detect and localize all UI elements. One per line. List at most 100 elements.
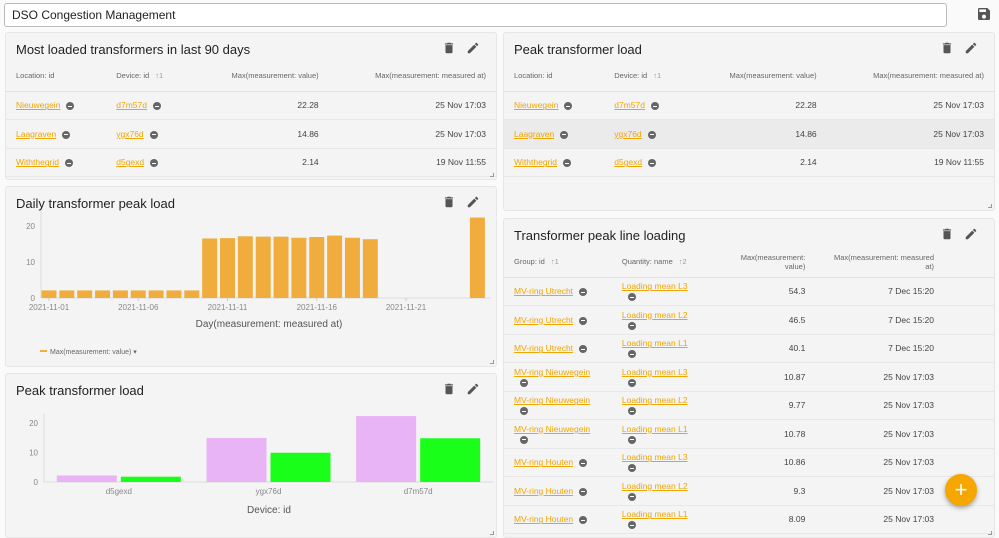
- resize-handle[interactable]: [988, 531, 992, 535]
- cell-link[interactable]: MV-ring Houten: [514, 485, 574, 496]
- cell-link[interactable]: MV-ring Utrecht: [514, 343, 574, 354]
- filter-icon[interactable]: [627, 293, 636, 301]
- bar: [166, 290, 182, 298]
- cell-link[interactable]: Withthegrid: [514, 157, 557, 168]
- cell-link[interactable]: d5gexd: [116, 157, 145, 168]
- delete-icon[interactable]: [442, 41, 456, 55]
- filter-icon[interactable]: [150, 159, 159, 167]
- column-header[interactable]: Max(measurement: value): [689, 61, 827, 92]
- cell-link[interactable]: Loading mean L2: [621, 309, 688, 320]
- delete-icon[interactable]: [940, 41, 954, 55]
- cell-link[interactable]: MV-ring Utrecht: [514, 286, 574, 297]
- cell-link[interactable]: MV-ring Houten: [514, 457, 574, 468]
- cell-link[interactable]: Loading mean L3: [621, 281, 688, 292]
- cell-link[interactable]: d7m57d: [614, 100, 645, 111]
- add-widget-button[interactable]: +: [945, 474, 977, 506]
- cell: 25 Nov 17:03: [815, 391, 994, 420]
- filter-icon[interactable]: [62, 130, 71, 139]
- filter-icon[interactable]: [627, 464, 636, 472]
- filter-icon[interactable]: [579, 516, 588, 524]
- cell-link[interactable]: Loading mean L1: [621, 509, 688, 520]
- resize-handle[interactable]: [988, 204, 992, 208]
- cell: MV-ring Utrecht: [504, 305, 612, 335]
- filter-icon[interactable]: [520, 378, 528, 387]
- column-header[interactable]: Max(measurement: value): [709, 247, 816, 278]
- cell-link[interactable]: d7m57d: [116, 100, 147, 111]
- edit-icon[interactable]: [466, 382, 480, 396]
- filter-icon[interactable]: [627, 407, 636, 415]
- cell-link[interactable]: Loading mean L2: [621, 480, 688, 491]
- edit-icon[interactable]: [466, 41, 480, 55]
- column-header[interactable]: Location: id: [6, 61, 107, 92]
- cell-link[interactable]: Laagraven: [514, 128, 555, 139]
- edit-icon[interactable]: [466, 195, 480, 209]
- filter-icon[interactable]: [564, 102, 573, 110]
- column-header[interactable]: Max(measurement: measured at): [826, 61, 994, 92]
- filter-icon[interactable]: [579, 345, 588, 353]
- column-header[interactable]: Device: id ↑1: [604, 61, 690, 92]
- cell-link[interactable]: Nieuwegein: [16, 100, 61, 111]
- column-header[interactable]: Max(measurement: value): [191, 61, 329, 92]
- filter-icon[interactable]: [579, 459, 588, 467]
- filter-icon[interactable]: [648, 159, 657, 167]
- delete-icon[interactable]: [442, 382, 456, 396]
- column-header[interactable]: Group: id ↑1: [504, 247, 612, 278]
- cell-link[interactable]: Laagraven: [16, 128, 57, 139]
- filter-icon[interactable]: [650, 102, 659, 110]
- filter-icon[interactable]: [66, 102, 75, 110]
- cell-link[interactable]: MV-ring Utrecht: [514, 314, 574, 325]
- column-header[interactable]: Quantity: name ↑2: [611, 247, 710, 278]
- column-header[interactable]: Max(measurement: measured at): [328, 61, 496, 92]
- cell-link[interactable]: Loading mean L3: [621, 366, 688, 377]
- filter-icon[interactable]: [627, 492, 636, 501]
- cell-link[interactable]: Loading mean L3: [621, 452, 688, 463]
- filter-icon[interactable]: [563, 159, 571, 167]
- delete-icon[interactable]: [442, 195, 456, 209]
- peak-load-chart: 0 10 20 d5gexd ygx76d d7m57d Device: id: [29, 414, 493, 516]
- save-icon[interactable]: [976, 6, 992, 22]
- cell-link[interactable]: d5gexd: [614, 157, 643, 168]
- resize-handle[interactable]: [490, 360, 494, 364]
- filter-icon[interactable]: [627, 378, 636, 387]
- filter-icon[interactable]: [520, 407, 528, 415]
- cell-link[interactable]: MV-ring Nieuwegein: [514, 395, 591, 406]
- column-header[interactable]: Device: id ↑1: [106, 61, 192, 92]
- cell-link[interactable]: Loading mean L1: [621, 423, 688, 434]
- dashboard-title-input[interactable]: DSO Congestion Management: [4, 3, 947, 27]
- filter-icon[interactable]: [560, 130, 569, 139]
- filter-icon[interactable]: [627, 350, 636, 358]
- filter-icon[interactable]: [579, 288, 588, 296]
- cell-link[interactable]: ygx76d: [614, 128, 642, 139]
- filter-icon[interactable]: [579, 316, 588, 325]
- filter-icon[interactable]: [647, 130, 656, 139]
- column-header[interactable]: Location: id: [504, 61, 605, 92]
- filter-icon[interactable]: [520, 435, 528, 444]
- cell-link[interactable]: Nieuwegein: [514, 100, 559, 111]
- cell-link[interactable]: Withthegrid: [16, 157, 59, 168]
- filter-icon[interactable]: [152, 102, 161, 110]
- cell-link[interactable]: Loading mean L2: [621, 395, 688, 406]
- cell-link[interactable]: ygx76d: [116, 128, 144, 139]
- y-tick-label: 10: [26, 258, 35, 267]
- cell: d7m57d: [106, 91, 192, 120]
- y-tick-label: 0: [31, 294, 36, 303]
- filter-icon[interactable]: [65, 159, 73, 167]
- cell-link[interactable]: MV-ring Nieuwegein: [514, 366, 591, 377]
- resize-handle[interactable]: [490, 531, 494, 535]
- filter-icon[interactable]: [627, 521, 636, 529]
- cell: Loading mean L1: [611, 505, 710, 534]
- edit-icon[interactable]: [964, 41, 978, 55]
- cell-link[interactable]: Loading mean L1: [621, 338, 688, 349]
- filter-icon[interactable]: [627, 321, 636, 330]
- edit-icon[interactable]: [964, 227, 978, 241]
- cell-link[interactable]: MV-ring Nieuwegein: [514, 423, 591, 434]
- filter-icon[interactable]: [149, 130, 158, 139]
- delete-icon[interactable]: [940, 227, 954, 241]
- cell-link[interactable]: MV-ring Houten: [514, 514, 574, 525]
- cell: 7 Dec 15:20: [815, 305, 994, 335]
- filter-icon[interactable]: [579, 487, 588, 496]
- undo-icon[interactable]: [955, 6, 971, 22]
- filter-icon[interactable]: [627, 435, 636, 444]
- column-header[interactable]: Max(measurement: measured at): [815, 247, 994, 278]
- resize-handle[interactable]: [490, 173, 494, 177]
